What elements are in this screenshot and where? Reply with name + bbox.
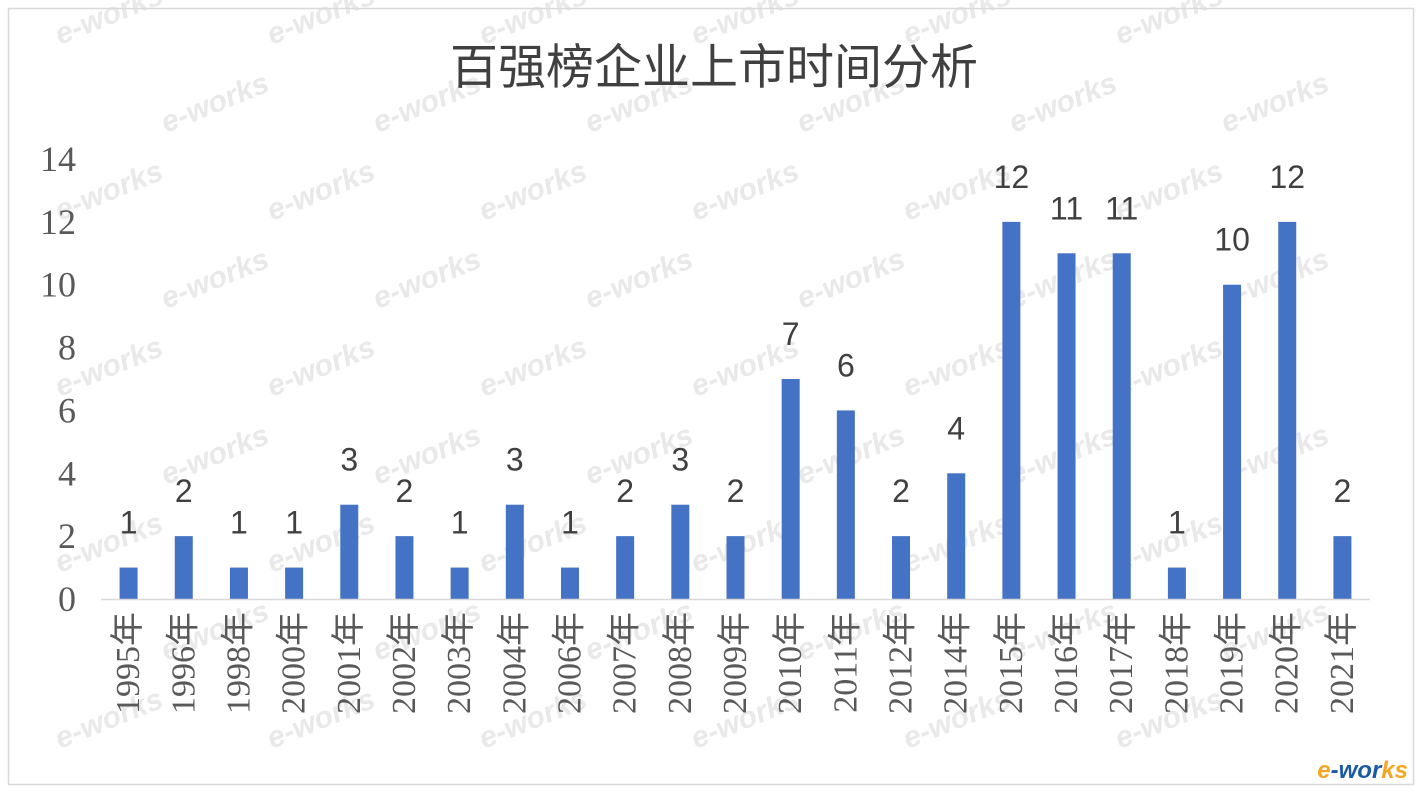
x-tick-label-2004: 2004年: [495, 612, 533, 714]
y-tick-label-14: 14: [40, 139, 76, 179]
bar-2018: [1167, 567, 1186, 599]
data-label-2019: 10: [1214, 222, 1250, 258]
x-tick-label-2016: 2016年: [1047, 612, 1085, 714]
data-label-2004: 3: [506, 442, 524, 478]
x-tick-label-2006: 2006年: [550, 612, 588, 714]
data-label-2002: 2: [396, 473, 414, 509]
data-label-1996: 2: [175, 473, 193, 509]
x-tick-label-2009: 2009年: [716, 612, 754, 714]
data-label-2014: 4: [947, 410, 965, 446]
bar-2000: [285, 567, 304, 599]
y-tick-label-0: 0: [58, 579, 76, 619]
data-label-2009: 2: [727, 473, 745, 509]
data-label-2003: 1: [451, 505, 469, 541]
data-label-2001: 3: [340, 442, 358, 478]
data-label-2006: 1: [561, 505, 579, 541]
y-axis-ticks: 0 2 4 6 8 10 12 14: [40, 139, 76, 619]
bar-2011: [836, 410, 855, 599]
x-tick-label-2003: 2003年: [440, 612, 478, 714]
x-tick-label-2010: 2010年: [771, 612, 809, 714]
y-tick-label-10: 10: [40, 265, 76, 305]
logo-part-0: e: [1317, 757, 1330, 784]
bar-2020: [1278, 221, 1297, 599]
chart-title: 百强榜企业上市时间分析: [450, 42, 978, 95]
x-tick-label-2017: 2017年: [1102, 612, 1140, 714]
bar-2001: [340, 504, 359, 599]
data-label-2016: 11: [1050, 190, 1083, 226]
bar-2004: [505, 504, 524, 599]
x-tick-label-2008: 2008年: [661, 612, 699, 714]
bar-2010: [781, 379, 800, 599]
y-tick-label-4: 4: [58, 453, 76, 493]
bar-1998: [229, 567, 248, 599]
chart-frame: [7, 7, 1415, 786]
data-label-2008: 3: [671, 442, 689, 478]
x-tick-label-2012: 2012年: [882, 612, 920, 714]
x-tick-label-2000: 2000年: [275, 612, 313, 714]
bar-2019: [1223, 284, 1242, 599]
bar-2006: [560, 567, 579, 599]
bar-2012: [892, 536, 911, 599]
data-label-2018: 1: [1168, 505, 1186, 541]
data-label-2015: 12: [994, 159, 1030, 195]
data-label-1995: 1: [120, 505, 138, 541]
bar-2017: [1112, 253, 1131, 600]
data-label-2017: 11: [1105, 190, 1138, 226]
e-works-logo: e-works: [1317, 757, 1408, 784]
x-tick-label-2001: 2001年: [330, 612, 368, 714]
bar-2014: [947, 473, 966, 599]
logo-part-2: ks: [1381, 757, 1408, 784]
bar-2008: [671, 504, 690, 599]
bar-1995: [119, 567, 138, 599]
x-tick-label-2007: 2007年: [606, 612, 644, 714]
data-label-2011: 6: [837, 347, 855, 383]
data-label-2010: 7: [782, 316, 800, 352]
x-tick-label-2015: 2015年: [992, 612, 1030, 714]
bar-2007: [616, 536, 635, 599]
bar-series: [119, 221, 1352, 600]
x-tick-label-1998: 1998年: [219, 612, 257, 714]
x-tick-label-2011: 2011年: [826, 612, 864, 713]
x-tick-label-1996: 1996年: [164, 612, 202, 714]
data-label-1998: 1: [230, 505, 248, 541]
y-tick-label-8: 8: [58, 328, 76, 368]
data-label-2021: 2: [1334, 473, 1352, 509]
x-tick-label-2014: 2014年: [937, 612, 975, 714]
x-tick-label-2021: 2021年: [1323, 612, 1361, 714]
x-tick-label-2018: 2018年: [1157, 612, 1195, 714]
y-tick-label-6: 6: [58, 390, 76, 430]
bar-1996: [174, 536, 193, 599]
data-label-2000: 1: [285, 505, 303, 541]
bar-2015: [1002, 221, 1021, 599]
x-axis-ticks: 1995年 1996年 1998年 2000年 2001年 2002年 2003年 2004年…: [109, 612, 1361, 714]
data-label-2020: 12: [1269, 159, 1305, 195]
bar-2003: [450, 567, 469, 599]
y-tick-label-2: 2: [58, 516, 76, 556]
bar-2021: [1333, 536, 1352, 599]
data-label-2012: 2: [892, 473, 910, 509]
y-tick-label-12: 12: [40, 202, 76, 242]
bar-2009: [726, 536, 745, 599]
bar-2016: [1057, 253, 1076, 600]
bar-2002: [395, 536, 414, 599]
logo-part-1: -wor: [1331, 757, 1383, 784]
x-tick-label-2020: 2020年: [1268, 612, 1306, 714]
x-tick-label-2002: 2002年: [385, 612, 423, 714]
x-tick-label-2019: 2019年: [1213, 612, 1251, 714]
x-tick-label-1995: 1995年: [109, 612, 147, 714]
data-label-2007: 2: [616, 473, 634, 509]
